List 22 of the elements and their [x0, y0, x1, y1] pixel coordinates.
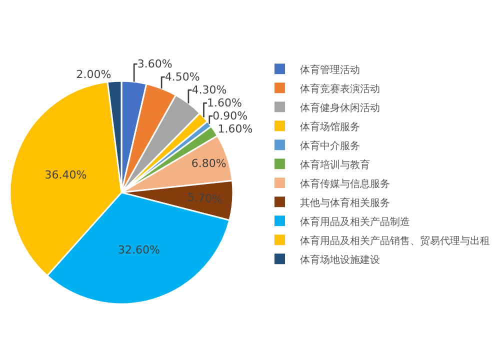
- legend-label: 体育场地设施建设: [300, 254, 380, 266]
- data-label: 32.60%: [118, 244, 160, 257]
- legend-label: 体育培训与教育: [300, 158, 370, 171]
- legend-label: 体育中介服务: [300, 140, 360, 152]
- legend-label: 体育管理活动: [300, 64, 360, 76]
- data-label: 36.40%: [44, 168, 87, 182]
- legend-label: 体育场馆服务: [300, 120, 360, 133]
- legend-label: 体育竞赛表演活动: [300, 82, 380, 95]
- data-label: 6.80%: [191, 157, 226, 170]
- data-label: 4.50%: [164, 70, 200, 84]
- data-label: 1.60%: [218, 122, 253, 136]
- data-label: 4.30%: [192, 84, 227, 97]
- legend-label: 其他与体育相关服务: [300, 196, 390, 209]
- legend-label: 体育传媒与信息服务: [300, 178, 390, 190]
- data-label: 1.60%: [206, 96, 242, 110]
- data-label: 2.00%: [76, 68, 112, 82]
- data-label: 0.90%: [212, 110, 248, 123]
- legend-label: 体育健身休闲活动: [300, 102, 380, 114]
- legend-label: 体育用品及相关产品制造: [300, 216, 410, 228]
- data-label: 3.60%: [137, 58, 172, 71]
- data-label: 5.70%: [187, 190, 223, 206]
- legend-label: 体育用品及相关产品销售、贸易代理与出租: [300, 234, 490, 247]
